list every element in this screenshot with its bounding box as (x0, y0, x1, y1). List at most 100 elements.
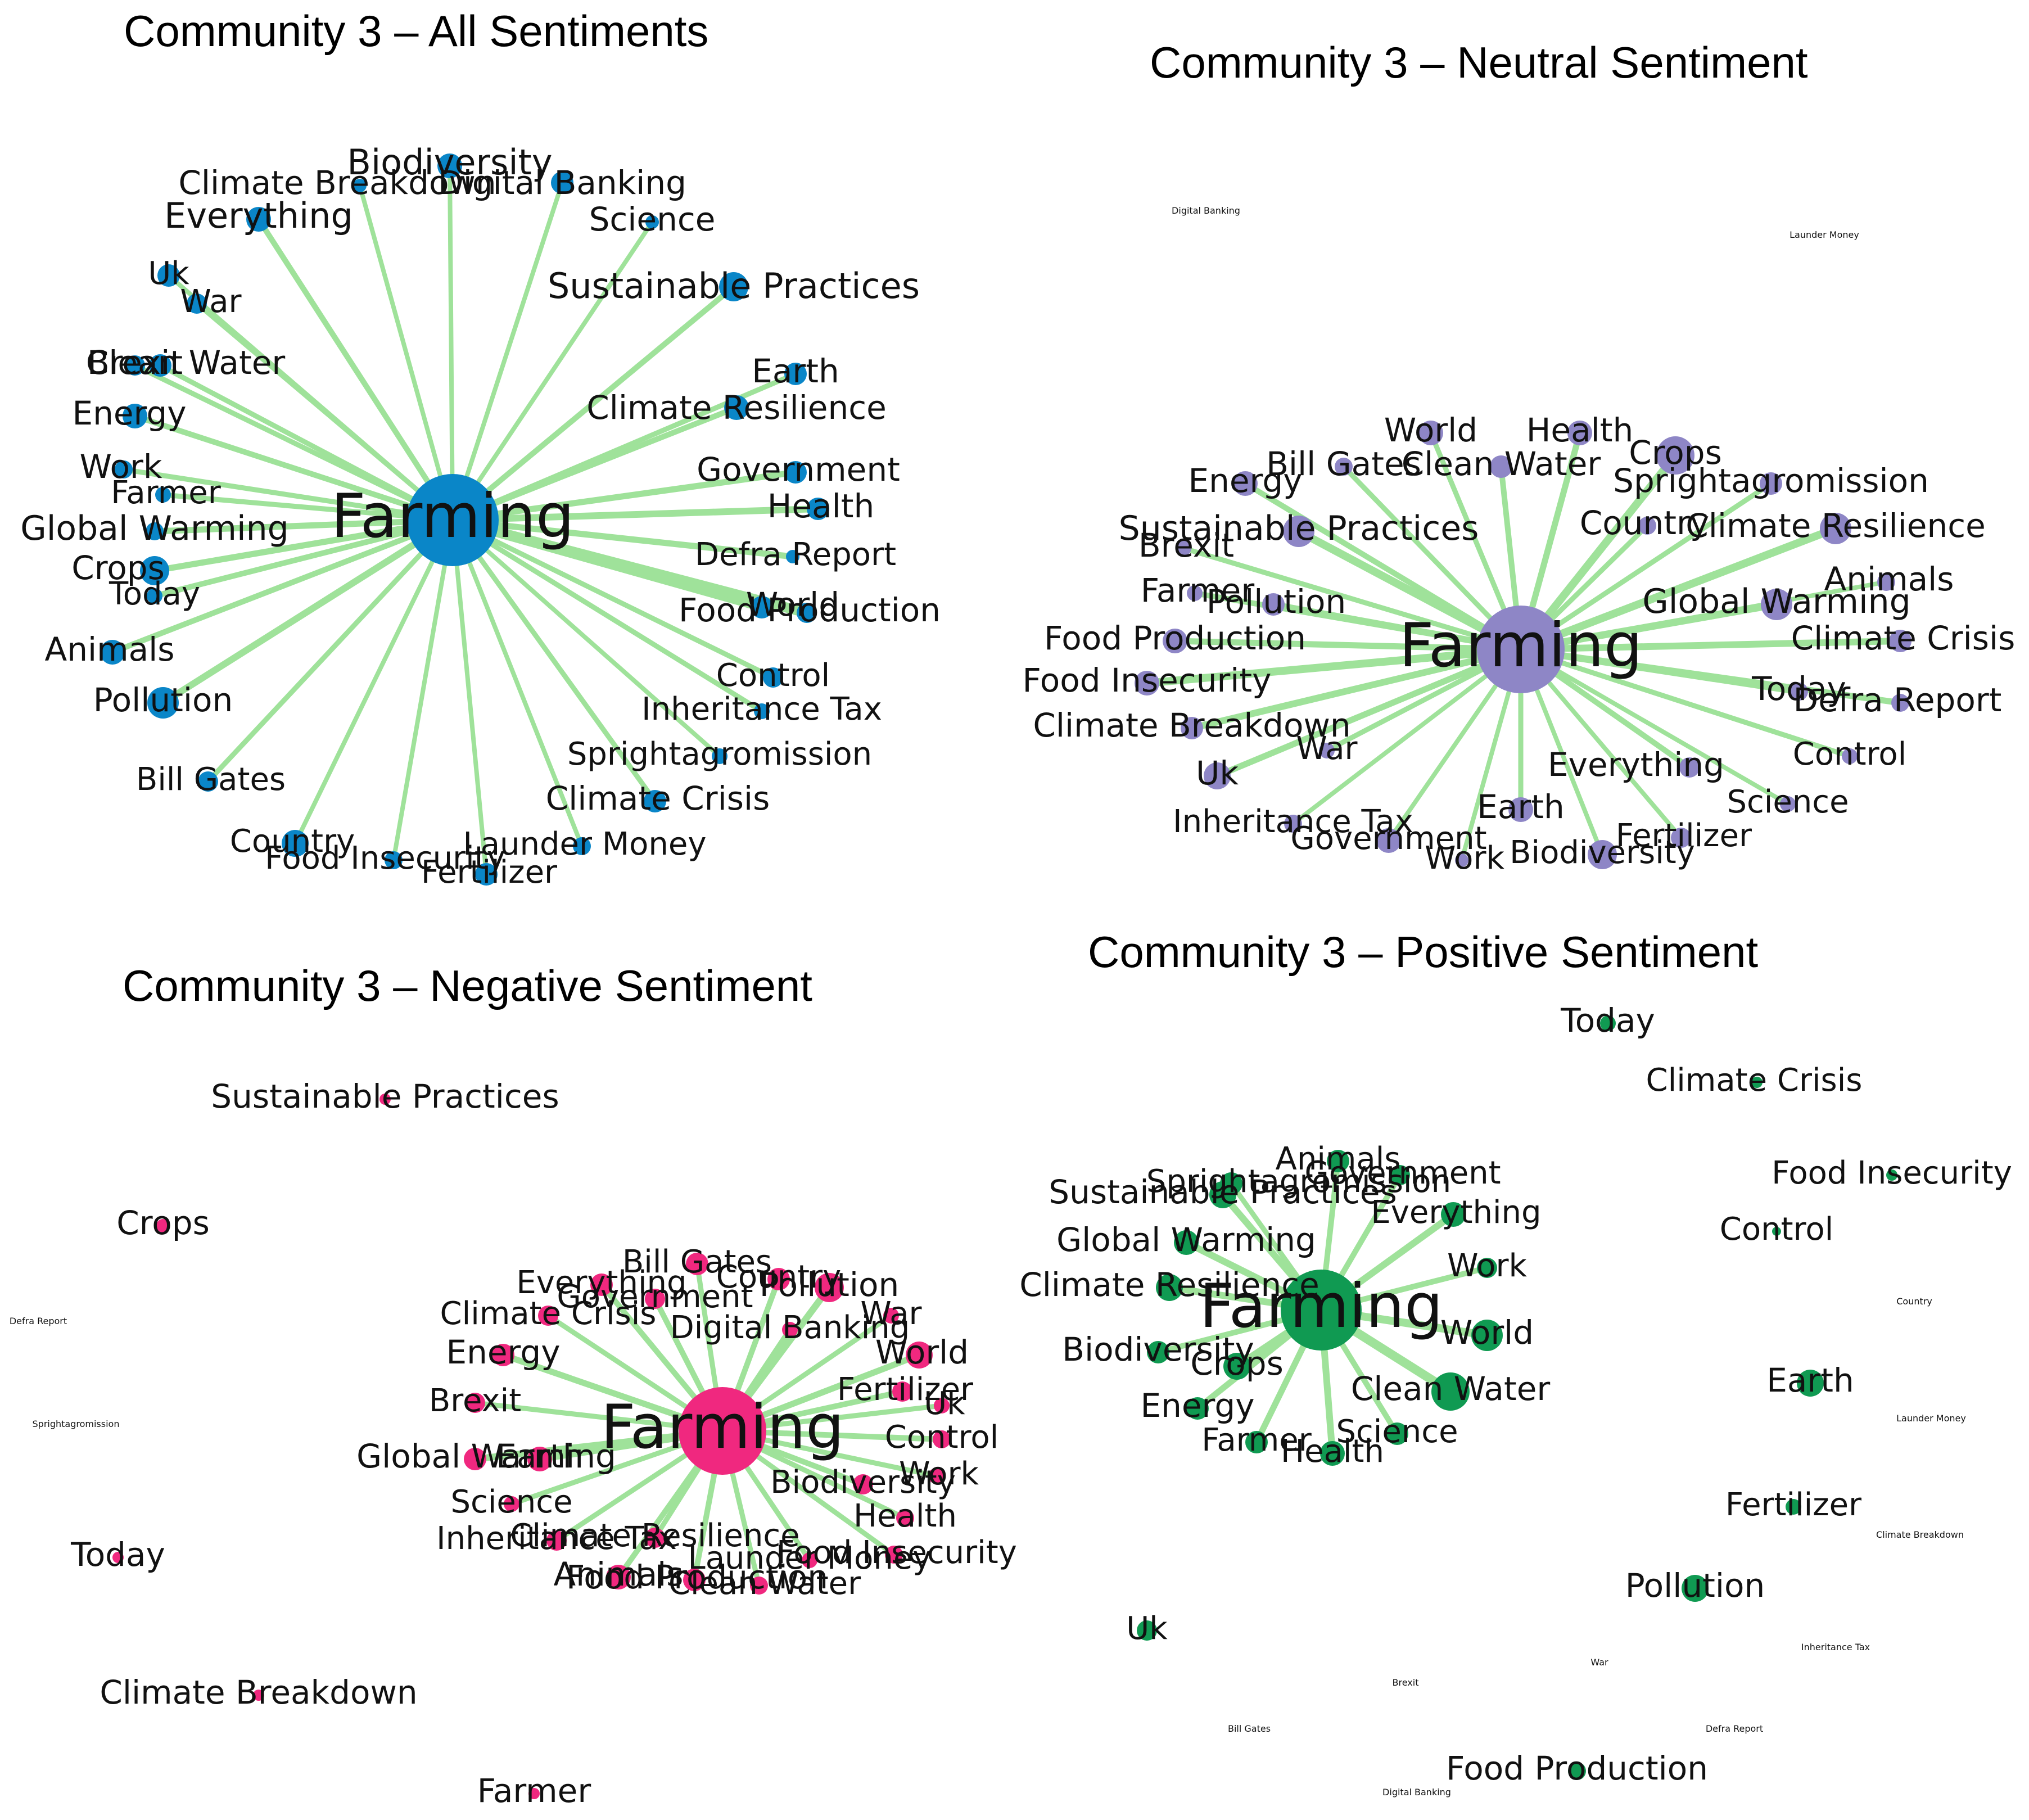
node-war (1319, 743, 1335, 758)
node-defra-report (786, 550, 799, 563)
node-label-clean-water: Clean Water (1402, 445, 1601, 483)
hub-node-farming (679, 1387, 766, 1475)
node-earth (784, 363, 807, 385)
panel-negative-sentiment: Community 3 – Negative Sentiment Sustain… (10, 961, 1017, 1810)
node-energy (1186, 1397, 1209, 1420)
node-label-science: Science (450, 1484, 572, 1520)
node-label-everything: Everything (164, 195, 353, 236)
node-label-today: Today (109, 576, 200, 612)
node-label-brexit: Brexit (1393, 1677, 1419, 1688)
node-brexit (1176, 540, 1191, 556)
node-energy (492, 1344, 514, 1366)
edge-farming-inheritance-tax (450, 517, 765, 714)
node-label-uk: Uk (148, 255, 189, 292)
edge-farming-climate-resilience (1517, 525, 1840, 653)
edge-farming-government (449, 469, 799, 523)
node-climate-resilience (724, 395, 749, 420)
node-label-work: Work (1447, 1248, 1527, 1284)
edge-farming-food-insecurity (391, 518, 455, 862)
node-everything (246, 207, 271, 232)
panel-title: Community 3 – All Sentiments (124, 6, 708, 56)
node-label-digital-banking: Digital Banking (1382, 1787, 1451, 1798)
node-label-climate-resilience: Climate Resilience (1685, 507, 1986, 545)
edge-farming-health (449, 505, 821, 523)
edge-farming-climate-breakdown (1189, 646, 1524, 731)
node-label-farmer: Farmer (477, 1772, 591, 1810)
edge-farming-inheritance-tax (1291, 647, 1523, 826)
node-climate-resilience (1820, 513, 1851, 544)
node-sustainable-practices (379, 1094, 391, 1105)
edge-farming-defra-report (449, 517, 796, 560)
node-uk (1204, 762, 1231, 789)
node-label-health: Health (767, 487, 874, 525)
edge-farming-fertilizer (450, 518, 489, 877)
node-label-food-insecurity: Food Insecurity (265, 840, 505, 877)
edge-farming-science (450, 220, 654, 522)
node-uk (1137, 1620, 1157, 1641)
node-label-climate-crisis: Climate Crisis (546, 779, 770, 818)
node-today (112, 1552, 124, 1563)
node-label-pollution: Pollution (1206, 582, 1346, 621)
node-everything (590, 1273, 613, 1296)
node-crops (140, 556, 169, 585)
node-farmer (1245, 1431, 1268, 1453)
node-label-farmer: Farmer (1201, 1422, 1312, 1458)
node-defra-report (1891, 694, 1909, 712)
node-label-sustainable-practices: Sustainable Practices (548, 265, 920, 306)
node-label-war: War (1296, 730, 1358, 767)
node-digital-banking (551, 171, 573, 194)
node-health (896, 1509, 914, 1527)
hub-label: Farming (331, 481, 574, 552)
node-clean-water (750, 1577, 768, 1595)
node-label-launder-money: Launder Money (688, 1540, 932, 1577)
node-food-production (683, 1569, 706, 1591)
node-world (751, 596, 773, 618)
node-government (1376, 828, 1401, 853)
node-label-animals: Animals (1276, 1141, 1401, 1177)
edge-farming-control (450, 517, 776, 680)
node-label-farmer: Farmer (111, 475, 221, 511)
node-world (1418, 421, 1443, 445)
node-health (807, 498, 829, 520)
node-global-warming (1761, 589, 1792, 620)
node-label-work: Work (1425, 840, 1504, 877)
node-label-uk: Uk (1196, 754, 1239, 792)
node-label-climate-crisis: Climate Crisis (440, 1295, 657, 1332)
node-control (1772, 1227, 1781, 1236)
node-food-production (797, 603, 817, 623)
node-label-country: Country (230, 823, 355, 860)
node-label-fertilizer: Fertilizer (1616, 818, 1752, 854)
node-label-global-warming: Global Warming (20, 509, 289, 548)
edge-farming-food-production (448, 515, 812, 618)
node-science (504, 1496, 519, 1512)
node-label-inheritance-tax: Inheritance Tax (1801, 1642, 1870, 1652)
node-label-biodiversity: Biodiversity (770, 1464, 956, 1501)
edge-farming-work (121, 467, 455, 523)
node-climate-breakdown (1181, 717, 1203, 739)
node-label-sustainable-practices: Sustainable Practices (211, 1077, 559, 1116)
panel-neutral-sentiment: Community 3 – Neutral Sentiment Digital … (1023, 38, 2016, 877)
node-world (1471, 1320, 1503, 1351)
node-country (1638, 517, 1656, 535)
node-science (1386, 1422, 1408, 1445)
node-label-uk: Uk (924, 1385, 965, 1422)
edge-farming-crops (151, 517, 456, 574)
edge-farming-farmer (160, 492, 455, 523)
node-work (928, 1468, 944, 1484)
node-climate-resilience (1156, 1274, 1183, 1301)
node-label-today: Today (1751, 670, 1846, 708)
node-label-bill-gates: Bill Gates (136, 761, 286, 798)
node-sustainable-practices (719, 272, 748, 301)
node-label-climate-breakdown: Climate Breakdown (100, 1673, 417, 1711)
node-label-clean-water: Clean Water (668, 1565, 861, 1602)
node-inheritance-tax (546, 1530, 567, 1551)
edge-farming-climate-resilience (450, 405, 739, 523)
node-everything (1679, 757, 1700, 778)
node-pollution (815, 1273, 844, 1302)
node-energy (123, 404, 147, 428)
node-launder-money (802, 1552, 817, 1568)
node-label-climate-breakdown: Climate Breakdown (1033, 706, 1350, 744)
node-biodiversity (1588, 840, 1617, 869)
node-label-country: Country (1580, 504, 1709, 542)
node-label-clean-water: Clean Water (86, 344, 286, 382)
